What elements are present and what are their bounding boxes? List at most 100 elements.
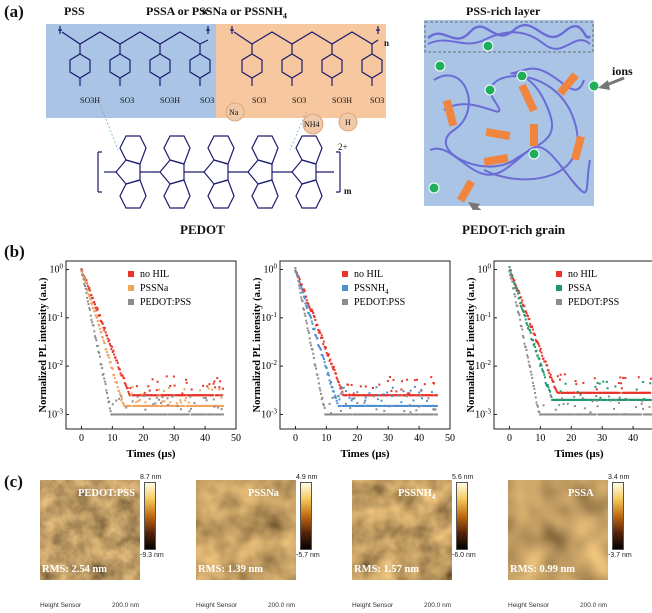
data-point (297, 279, 300, 282)
data-point (522, 336, 525, 339)
data-point (413, 379, 416, 382)
data-point (566, 402, 569, 405)
data-point (525, 311, 528, 314)
data-point (306, 305, 309, 308)
data-point (176, 404, 179, 407)
data-point (216, 377, 219, 380)
data-point (590, 413, 593, 416)
data-point (332, 390, 335, 393)
data-point (124, 383, 127, 386)
x-axis-label: Times (μs) (126, 448, 175, 460)
colorbar (456, 482, 468, 550)
data-point (538, 411, 541, 414)
data-point (355, 413, 358, 416)
data-point (82, 278, 85, 281)
data-point (307, 331, 310, 334)
data-point (157, 398, 160, 401)
data-point (310, 316, 313, 319)
pss-label: PSS (64, 4, 85, 18)
data-point (533, 387, 536, 390)
data-point (647, 413, 650, 416)
x-tick-label: 40 (628, 433, 638, 444)
data-point (327, 374, 330, 377)
data-point (350, 383, 353, 386)
data-point (525, 321, 528, 324)
data-point (345, 394, 348, 397)
data-point (649, 398, 652, 401)
data-point (418, 391, 421, 394)
data-point (598, 398, 601, 401)
y-tick-label: 10-3 (261, 407, 277, 420)
data-point (364, 396, 367, 399)
data-point (313, 327, 316, 330)
data-point (538, 345, 541, 348)
data-point (390, 404, 393, 407)
data-point (189, 394, 192, 397)
data-point (545, 383, 548, 386)
data-point (386, 391, 389, 394)
data-point (307, 302, 310, 305)
data-point (100, 330, 103, 333)
data-point (175, 404, 178, 407)
data-point (560, 413, 563, 416)
data-point (137, 399, 140, 402)
data-point (340, 386, 343, 389)
data-point (641, 400, 644, 403)
data-point (516, 310, 519, 313)
data-point (179, 408, 182, 411)
data-point (530, 324, 533, 327)
data-point (649, 382, 652, 385)
panel-a-label: (a) (4, 2, 24, 21)
data-point (85, 279, 88, 282)
data-point (88, 295, 91, 298)
data-point (390, 389, 393, 392)
data-point (103, 329, 106, 332)
data-point (218, 388, 221, 391)
data-point (536, 341, 539, 344)
y-tick-label: 10-1 (475, 311, 491, 324)
data-point (183, 388, 186, 391)
data-point (337, 413, 340, 416)
data-point (96, 319, 99, 322)
data-point (300, 298, 303, 301)
data-point (94, 306, 97, 309)
data-point (605, 380, 608, 383)
data-point (420, 397, 423, 400)
data-point (435, 413, 438, 416)
data-point (162, 404, 165, 407)
x-axis-label: Times (μs) (340, 448, 389, 460)
data-point (391, 395, 394, 398)
data-point (648, 405, 651, 408)
data-point (295, 271, 298, 274)
data-point (581, 397, 584, 400)
data-point (88, 297, 91, 300)
data-point (418, 405, 421, 408)
data-point (423, 383, 426, 386)
data-point (165, 413, 168, 416)
data-point (322, 358, 325, 361)
data-point (138, 404, 141, 407)
data-point (397, 394, 400, 397)
data-point (336, 378, 339, 381)
data-point (514, 286, 517, 289)
x-tick-label: 20 (138, 433, 148, 444)
data-point (364, 394, 367, 397)
data-point (106, 351, 109, 354)
data-point (576, 390, 579, 393)
data-point (520, 325, 523, 328)
data-point (407, 394, 410, 397)
data-point (172, 375, 175, 378)
data-point (104, 383, 107, 386)
data-point (573, 395, 576, 398)
data-point (596, 405, 599, 408)
data-point (321, 353, 324, 356)
data-point (187, 404, 190, 407)
data-point (563, 398, 566, 401)
data-point (211, 388, 214, 391)
data-point (124, 413, 127, 416)
data-point (302, 288, 305, 291)
data-point (119, 394, 122, 397)
data-point (127, 390, 130, 393)
data-point (202, 384, 205, 387)
data-point (310, 344, 313, 347)
